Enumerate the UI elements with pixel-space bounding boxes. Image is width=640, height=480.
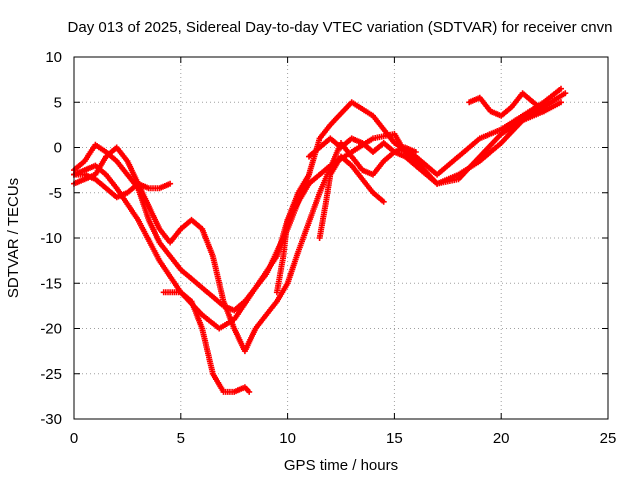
x-axis-label: GPS time / hours [284, 457, 398, 474]
plot-frame [73, 56, 609, 420]
chart-title: Day 013 of 2025, Sidereal Day-to-day VTE… [68, 19, 613, 36]
y-tick-label: 10 [45, 49, 62, 66]
series-markers [273, 171, 312, 296]
x-tick-label: 0 [70, 430, 78, 447]
data-marks [71, 85, 569, 395]
series-track-5 [160, 289, 253, 395]
y-tick-label: -25 [40, 366, 62, 383]
x-tick-label: 15 [386, 430, 403, 447]
x-tick-labels: 0 5 10 15 20 25 [70, 430, 617, 447]
y-tick-label: -5 [49, 185, 62, 202]
series-track-7 [273, 171, 312, 296]
y-tick-label: -10 [40, 230, 62, 247]
x-tick-label: 10 [279, 430, 296, 447]
y-axis-label: SDTVAR / TECUs [5, 178, 22, 298]
x-tick-label: 5 [177, 430, 185, 447]
y-tick-label: 5 [54, 94, 62, 111]
y-tick-label: -20 [40, 321, 62, 338]
x-tick-label: 20 [493, 430, 510, 447]
y-tick-label: -15 [40, 275, 62, 292]
series-track-6 [316, 153, 387, 241]
series-markers [160, 289, 253, 395]
y-tick-label: -30 [40, 411, 62, 428]
series-track-9 [306, 135, 419, 160]
series-track-8 [466, 90, 547, 119]
series-markers [316, 153, 387, 241]
series-markers [466, 90, 547, 119]
y-tick-label: 0 [54, 140, 62, 157]
y-tick-labels: -30 -25 -20 -15 -10 -5 0 5 10 [40, 49, 62, 428]
x-tick-label: 25 [600, 430, 617, 447]
series-markers [306, 135, 419, 160]
